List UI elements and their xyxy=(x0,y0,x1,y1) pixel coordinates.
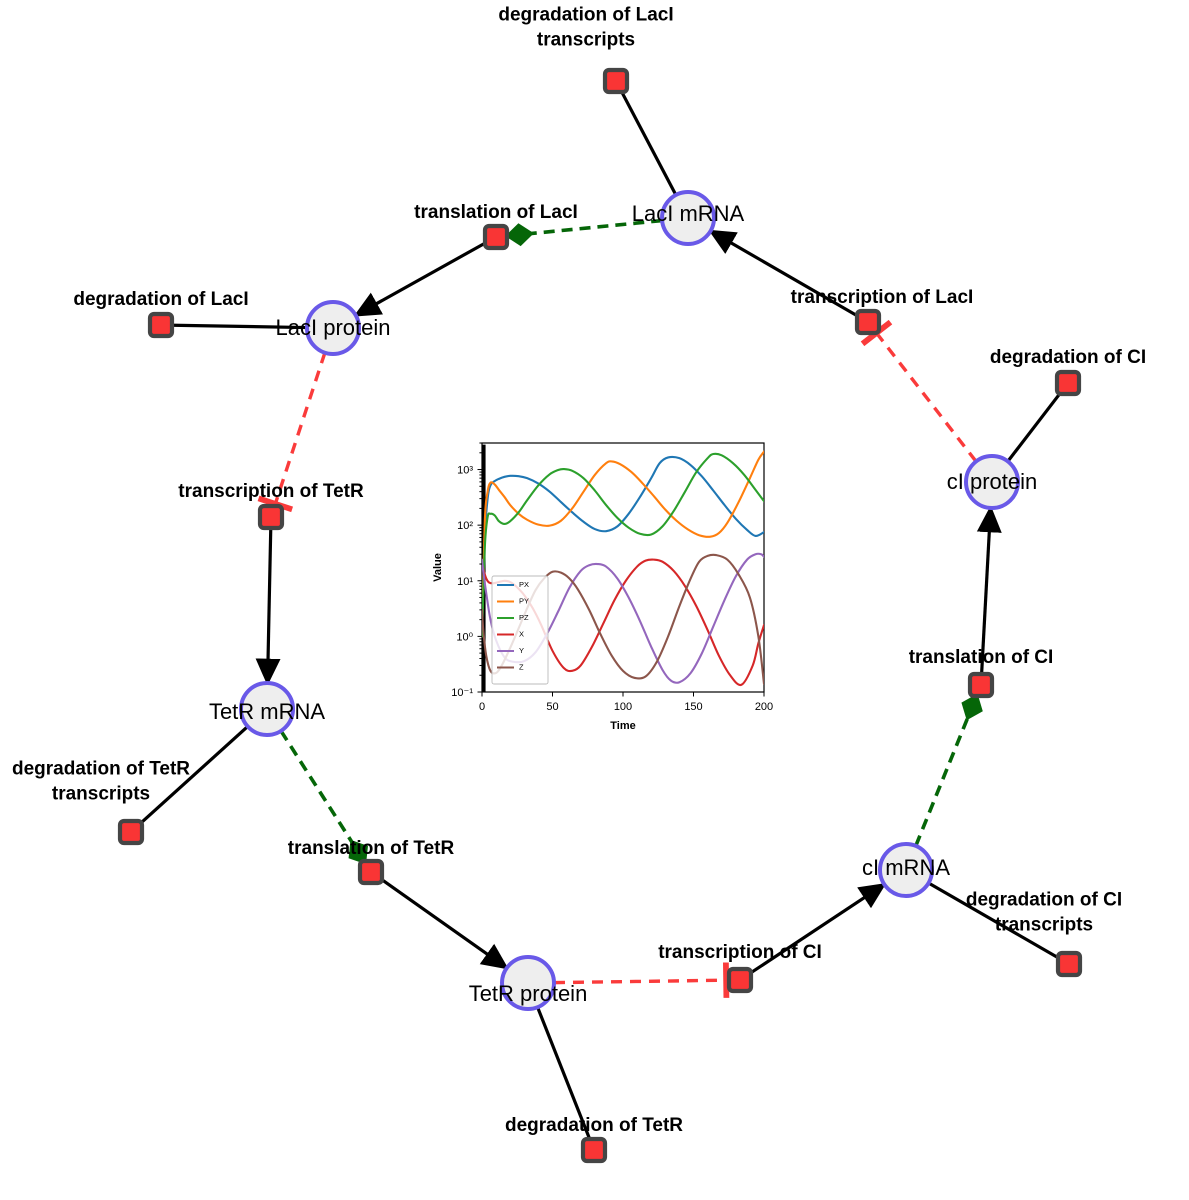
species-node[interactable] xyxy=(964,454,1020,510)
reaction-label: transcripts xyxy=(537,30,635,51)
inset-timecourse-plot: 10⁻¹ 10⁰ 10¹ 10² 10³ 0 50 100 150 200 Time Value PX P… xyxy=(419,437,779,757)
reaction-label: translation of TetR xyxy=(288,838,455,859)
reaction-node[interactable] xyxy=(357,858,385,886)
species-label: cI protein xyxy=(947,469,1038,494)
reaction-label: transcripts xyxy=(995,915,1093,936)
species-label: TetR mRNA xyxy=(209,699,325,724)
y-tick-label: 10² xyxy=(457,520,473,532)
series-line-PX xyxy=(482,455,764,638)
legend-box xyxy=(491,575,549,685)
reaction-node[interactable] xyxy=(854,308,882,336)
edge-inhibition xyxy=(257,352,327,513)
reaction-label: transcription of CI xyxy=(658,942,822,963)
y-tick-label: 10⁰ xyxy=(456,631,473,643)
y-tick-label: 10¹ xyxy=(457,576,473,588)
species-node[interactable] xyxy=(660,190,716,246)
reaction-node[interactable] xyxy=(726,966,754,994)
edge-production xyxy=(255,529,281,686)
reaction-label: transcription of LacI xyxy=(791,287,974,308)
series-line-PY xyxy=(482,450,764,638)
reaction-node[interactable] xyxy=(967,671,995,699)
edge-production xyxy=(353,241,486,317)
edge-catalysis xyxy=(505,218,663,247)
y-tick-label: 10³ xyxy=(457,465,473,477)
species-node[interactable] xyxy=(500,955,556,1011)
x-tick-label: 200 xyxy=(755,701,773,713)
edge-production xyxy=(749,882,887,975)
reaction-label: transcription of TetR xyxy=(178,481,364,502)
legend-label-PX: PX xyxy=(519,580,529,589)
reaction-label: degradation of TetR xyxy=(12,759,190,780)
edge-consumption xyxy=(927,881,1059,960)
reaction-node[interactable] xyxy=(147,311,175,339)
edge-catalysis xyxy=(279,729,368,865)
species-label: TetR protein xyxy=(469,981,588,1006)
reaction-node[interactable] xyxy=(257,503,285,531)
edge-catalysis xyxy=(914,693,983,847)
edge-production xyxy=(708,229,858,318)
edge-inhibition xyxy=(860,319,978,463)
reaction-label: translation of LacI xyxy=(414,202,578,223)
species-node[interactable] xyxy=(878,842,934,898)
x-tick-label: 0 xyxy=(479,701,485,713)
edge-consumption xyxy=(139,725,249,825)
edge-consumption xyxy=(1006,391,1062,463)
edge-consumption xyxy=(173,323,308,330)
reaction-label: translation of CI xyxy=(909,647,1054,668)
species-node[interactable] xyxy=(305,300,361,356)
reaction-node[interactable] xyxy=(482,223,510,251)
reaction-label: degradation of CI xyxy=(990,347,1146,368)
reaction-node[interactable] xyxy=(580,1136,608,1164)
reaction-label: degradation of LacI xyxy=(73,289,248,310)
reaction-label: transcripts xyxy=(52,784,150,805)
reaction-node[interactable] xyxy=(117,818,145,846)
edge-layer xyxy=(139,91,1062,1139)
edge-production xyxy=(976,505,1002,673)
reaction-label: degradation of CI xyxy=(966,890,1122,911)
edge-consumption xyxy=(620,91,678,196)
reaction-node[interactable] xyxy=(1054,369,1082,397)
x-axis-title: Time xyxy=(610,720,635,732)
species-label: cI mRNA xyxy=(862,855,950,880)
edge-consumption xyxy=(536,1006,591,1139)
reaction-node[interactable] xyxy=(602,67,630,95)
plot-svg: 10⁻¹ 10⁰ 10¹ 10² 10³ 0 50 100 150 200 Time Value PX P… xyxy=(432,442,773,732)
edge-inhibition xyxy=(553,962,730,998)
legend-label-Z: Z xyxy=(519,662,524,671)
x-tick-label: 100 xyxy=(614,701,632,713)
legend-label-PZ: PZ xyxy=(519,613,529,622)
y-axis-title: Value xyxy=(432,553,444,582)
series-line-PZ xyxy=(482,452,764,638)
legend-label-Y: Y xyxy=(519,646,524,655)
edge-production xyxy=(380,877,509,970)
species-label: LacI mRNA xyxy=(632,201,745,226)
label-layer: degradation of LacI transcripts translatio… xyxy=(12,5,1146,1137)
reaction-label: degradation of TetR xyxy=(505,1115,683,1136)
y-tick-label: 10⁻¹ xyxy=(451,687,473,699)
x-tick-label: 50 xyxy=(546,701,558,713)
node-layer xyxy=(117,67,1083,1164)
legend-label-X: X xyxy=(519,629,524,638)
reaction-node[interactable] xyxy=(1055,950,1083,978)
x-tick-label: 150 xyxy=(684,701,702,713)
legend-label-PY: PY xyxy=(519,596,529,605)
species-node[interactable] xyxy=(239,681,295,737)
species-label: LacI protein xyxy=(276,315,391,340)
reaction-label: degradation of LacI xyxy=(498,5,673,26)
